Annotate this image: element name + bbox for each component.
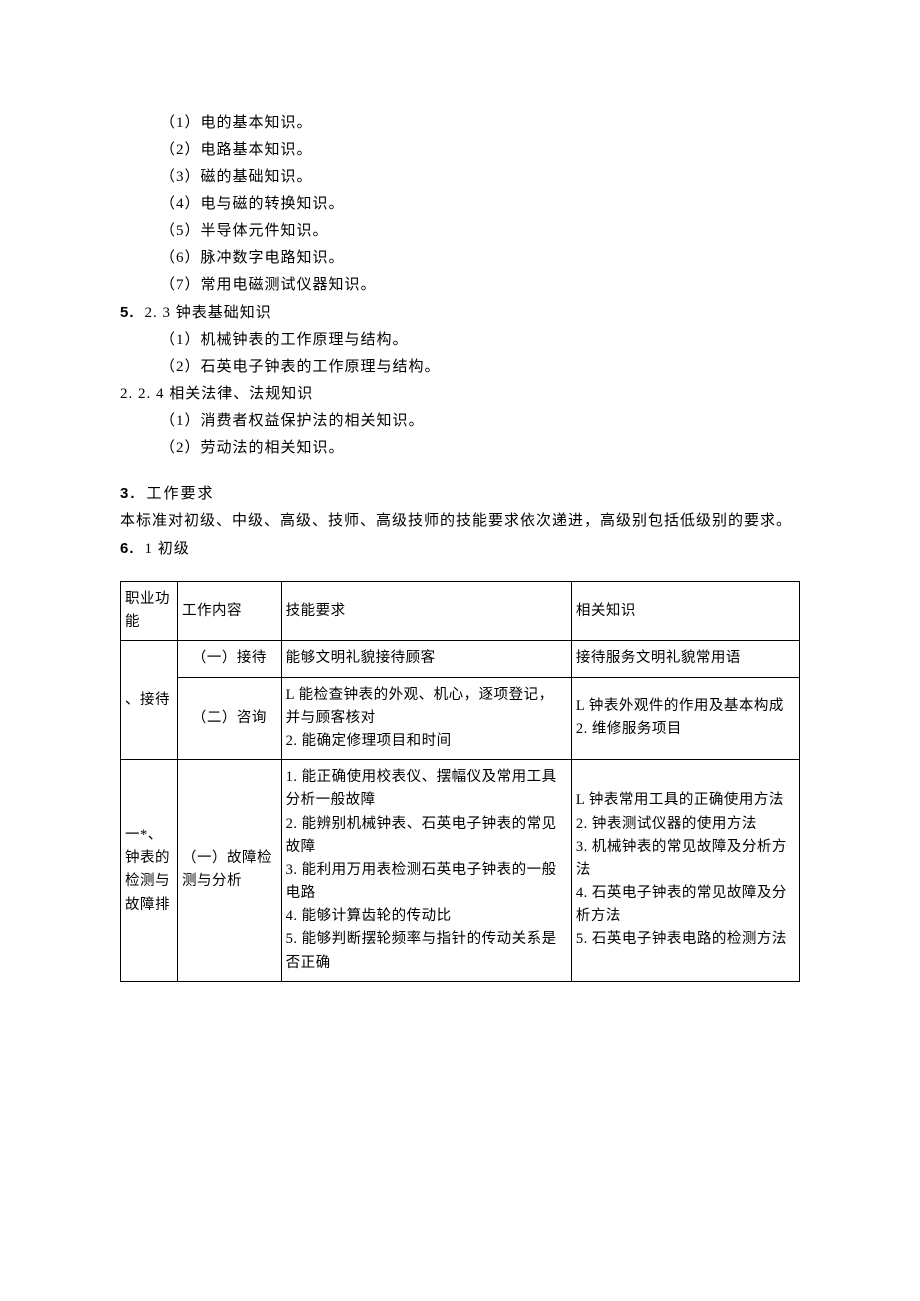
section-3-text: 本标准对初级、中级、高级、技师、高级技师的技能要求依次递进，高级别包括低级别的要…	[120, 508, 800, 535]
table-row: （二）咨询 L 能检查钟表的外观、机心，逐项登记，并与顾客核对2. 能确定修理项…	[121, 677, 800, 760]
table-row: 一*、钟表的检测与故障排 （一）故障检测与分析 1. 能正确使用校表仪、摆幅仪及…	[121, 760, 800, 982]
table-cell: （二）咨询	[178, 677, 282, 760]
heading-text: 1 初级	[145, 541, 190, 557]
heading-num: 6.	[120, 540, 135, 557]
section-22-list: （1）电的基本知识。 （2）电路基本知识。 （3）磁的基础知识。 （4）电与磁的…	[160, 110, 800, 299]
table-cell-func: 一*、钟表的检测与故障排	[121, 760, 178, 982]
table-header: 工作内容	[178, 582, 282, 641]
table-header: 技能要求	[281, 582, 571, 641]
list-item: （7）常用电磁测试仪器知识。	[160, 272, 800, 299]
heading-text: 2. 3 钟表基础知识	[145, 305, 272, 321]
heading-num: 3.	[120, 485, 137, 502]
list-item: （3）磁的基础知识。	[160, 164, 800, 191]
list-item: （2）电路基本知识。	[160, 137, 800, 164]
list-item: （5）半导体元件知识。	[160, 218, 800, 245]
table-header-row: 职业功能 工作内容 技能要求 相关知识	[121, 582, 800, 641]
table-cell: L 钟表外观件的作用及基本构成2. 维修服务项目	[571, 677, 799, 760]
table-header: 职业功能	[121, 582, 178, 641]
heading-224: 2. 2. 4 相关法律、法规知识	[120, 381, 800, 408]
heading-31: 6. 1 初级	[120, 535, 800, 563]
heading-num: 5.	[120, 304, 135, 321]
table-cell: 接待服务文明礼貌常用语	[571, 641, 799, 677]
table-cell: 能够文明礼貌接待顾客	[281, 641, 571, 677]
table-cell: （一）接待	[178, 641, 282, 677]
section-3: 3. 工作要求 本标准对初级、中级、高级、技师、高级技师的技能要求依次递进，高级别…	[120, 480, 800, 563]
table-cell-func: 、接待	[121, 641, 178, 760]
list-item: （1）电的基本知识。	[160, 110, 800, 137]
table-cell: 1. 能正确使用校表仪、摆幅仪及常用工具分析一般故障2. 能辨别机械钟表、石英电…	[281, 760, 571, 982]
list-item: （1）机械钟表的工作原理与结构。	[160, 327, 800, 354]
table-header: 相关知识	[571, 582, 799, 641]
list-item: （2）石英电子钟表的工作原理与结构。	[160, 354, 800, 381]
heading-text: 工作要求	[147, 486, 215, 502]
skills-table: 职业功能 工作内容 技能要求 相关知识 、接待 （一）接待 能够文明礼貌接待顾客…	[120, 581, 800, 982]
heading-23: 5. 2. 3 钟表基础知识	[120, 299, 800, 327]
section-23-list: （1）机械钟表的工作原理与结构。 （2）石英电子钟表的工作原理与结构。	[160, 327, 800, 381]
list-item: （1）消费者权益保护法的相关知识。	[160, 408, 800, 435]
table-cell: L 能检查钟表的外观、机心，逐项登记，并与顾客核对2. 能确定修理项目和时间	[281, 677, 571, 760]
table-cell: L 钟表常用工具的正确使用方法2. 钟表测试仪器的使用方法3. 机械钟表的常见故…	[571, 760, 799, 982]
list-item: （6）脉冲数字电路知识。	[160, 245, 800, 272]
table-row: 、接待 （一）接待 能够文明礼貌接待顾客 接待服务文明礼貌常用语	[121, 641, 800, 677]
section-224-list: （1）消费者权益保护法的相关知识。 （2）劳动法的相关知识。	[160, 408, 800, 462]
section-3-title: 3. 工作要求	[120, 480, 800, 508]
list-item: （2）劳动法的相关知识。	[160, 435, 800, 462]
table-cell: （一）故障检测与分析	[178, 760, 282, 982]
list-item: （4）电与磁的转换知识。	[160, 191, 800, 218]
